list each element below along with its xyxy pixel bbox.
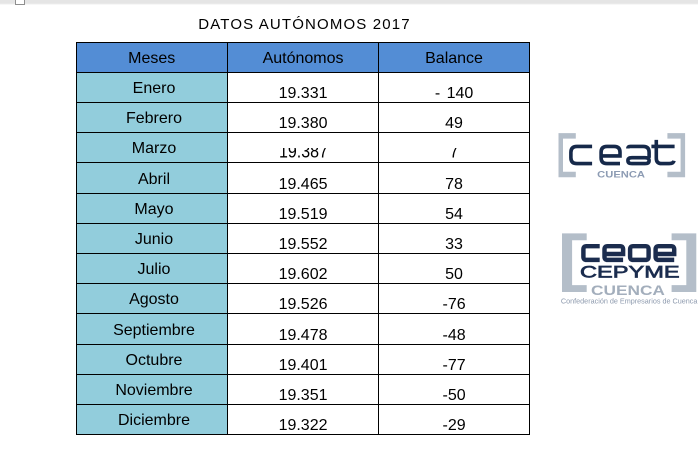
svg-text:CUENCA: CUENCA	[597, 170, 645, 180]
svg-text:Confederación de Empresarios d: Confederación de Empresarios de Cuenca	[561, 296, 698, 305]
svg-text:CUENCA: CUENCA	[591, 283, 665, 299]
svg-text:CEPYME: CEPYME	[580, 263, 680, 282]
